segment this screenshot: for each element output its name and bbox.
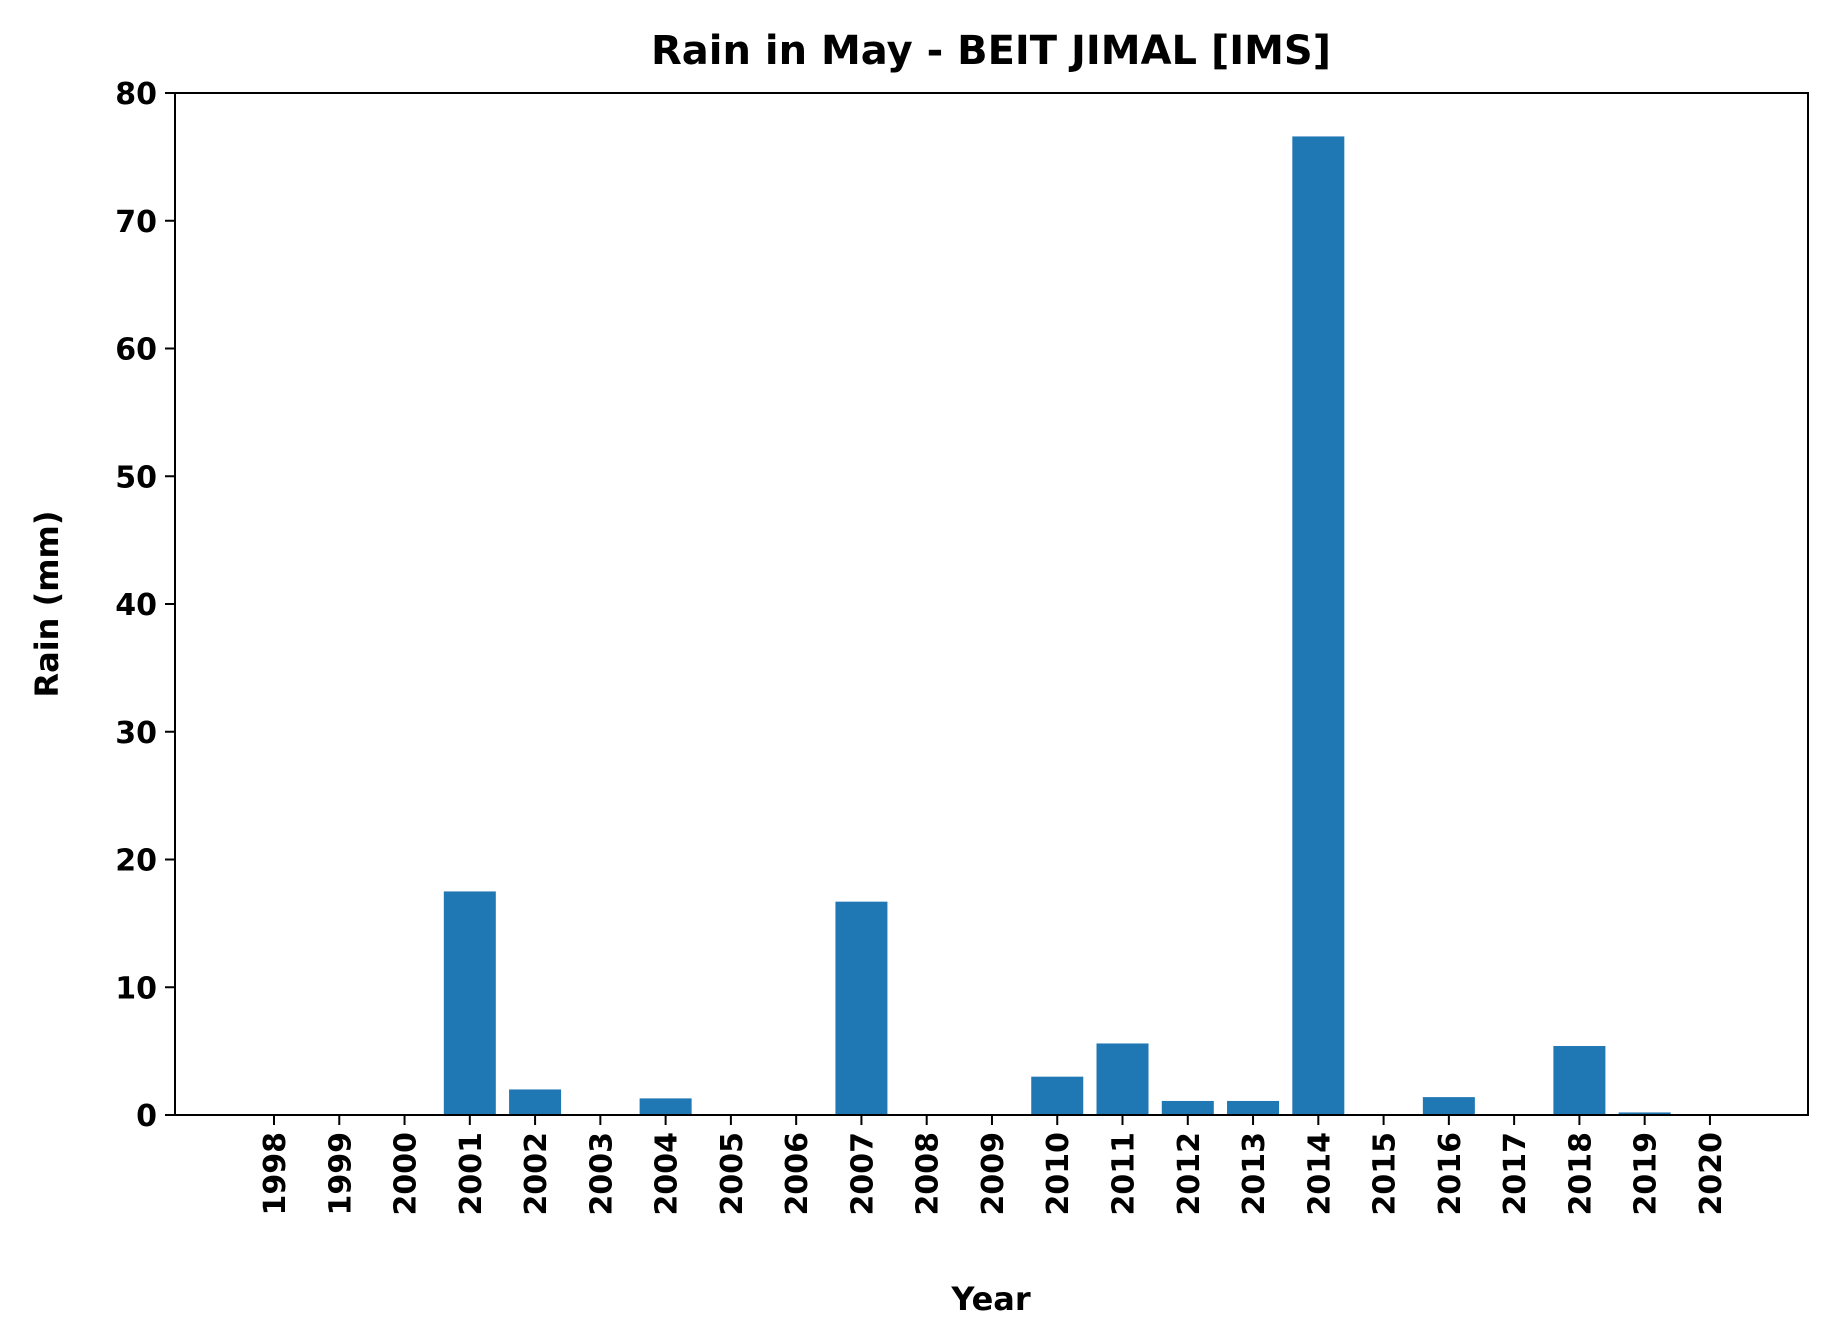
x-tick-label-2013: 2013 bbox=[1237, 1132, 1272, 1216]
x-tick-label-2011: 2011 bbox=[1107, 1132, 1142, 1216]
x-tick-label-2019: 2019 bbox=[1629, 1132, 1664, 1216]
y-axis: 0 10 20 30 40 50 60 70 80 bbox=[115, 77, 175, 1134]
x-tick-label-2010: 2010 bbox=[1041, 1132, 1076, 1216]
bar-2004 bbox=[639, 1098, 692, 1115]
x-tick-label-2004: 2004 bbox=[650, 1132, 685, 1216]
x-tick-label-2012: 2012 bbox=[1172, 1132, 1207, 1216]
x-tick-label-2006: 2006 bbox=[780, 1132, 815, 1216]
x-tick-label-2009: 2009 bbox=[976, 1132, 1011, 1216]
x-tick-label-2003: 2003 bbox=[584, 1132, 619, 1216]
bar-2010 bbox=[1031, 1076, 1084, 1115]
x-axis-label: Year bbox=[950, 1280, 1031, 1318]
bar-2001 bbox=[443, 891, 496, 1115]
plot-frame bbox=[174, 92, 1809, 1116]
y-tick-label-30: 30 bbox=[115, 716, 157, 751]
bar-2018 bbox=[1553, 1046, 1606, 1115]
y-tick-label-60: 60 bbox=[115, 333, 157, 368]
bar-2011 bbox=[1096, 1043, 1149, 1115]
x-tick-label-2005: 2005 bbox=[715, 1132, 750, 1216]
x-tick-label-2014: 2014 bbox=[1302, 1132, 1337, 1216]
y-tick-label-70: 70 bbox=[115, 205, 157, 240]
x-tick-label-2020: 2020 bbox=[1694, 1132, 1729, 1216]
y-tick-label-10: 10 bbox=[115, 971, 157, 1006]
x-tick-label-2001: 2001 bbox=[454, 1132, 489, 1216]
x-tick-label-2018: 2018 bbox=[1563, 1132, 1598, 1216]
bars-group bbox=[443, 136, 1671, 1115]
x-tick-label-1999: 1999 bbox=[323, 1132, 358, 1216]
y-tick-label-40: 40 bbox=[115, 588, 157, 623]
x-tick-label-2017: 2017 bbox=[1498, 1132, 1533, 1216]
bar-2007 bbox=[835, 901, 888, 1115]
bar-2013 bbox=[1227, 1100, 1280, 1115]
bar-2014 bbox=[1292, 136, 1345, 1115]
bar-2016 bbox=[1422, 1097, 1475, 1115]
bar-2019 bbox=[1618, 1112, 1671, 1115]
x-tick-label-1998: 1998 bbox=[258, 1132, 293, 1216]
x-tick-label-2007: 2007 bbox=[845, 1132, 880, 1216]
x-tick-label-2008: 2008 bbox=[911, 1132, 946, 1216]
y-tick-label-50: 50 bbox=[115, 460, 157, 495]
y-axis-label: Rain (mm) bbox=[28, 510, 66, 697]
bar-2012 bbox=[1161, 1100, 1214, 1115]
x-tick-label-2002: 2002 bbox=[519, 1132, 554, 1216]
y-tick-label-20: 20 bbox=[115, 844, 157, 879]
y-tick-label-0: 0 bbox=[136, 1099, 157, 1134]
bar-2002 bbox=[509, 1089, 562, 1115]
x-tick-label-2016: 2016 bbox=[1433, 1132, 1468, 1216]
chart-title: Rain in May - BEIT JIMAL [IMS] bbox=[651, 28, 1331, 74]
x-tick-label-2015: 2015 bbox=[1368, 1132, 1403, 1216]
y-tick-label-80: 80 bbox=[115, 77, 157, 112]
x-axis: 1998 1999 2000 2001 2002 2003 2004 2005 2006 2007… bbox=[258, 1115, 1729, 1216]
x-tick-label-2000: 2000 bbox=[389, 1132, 424, 1216]
